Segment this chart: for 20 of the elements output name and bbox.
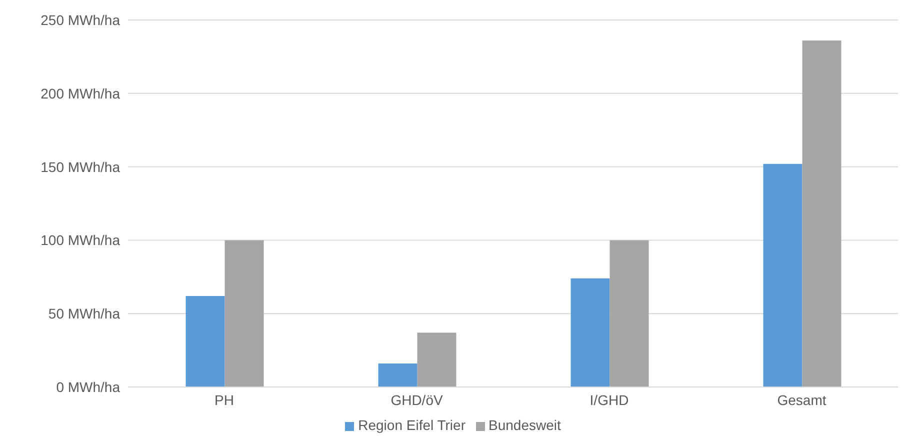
y-tick-label: 0 MWh/ha [56,378,120,395]
bar [610,240,649,387]
y-tick-label: 50 MWh/ha [48,306,120,322]
bar [763,164,802,387]
bar [417,332,456,387]
y-tick-label: 200 MWh/ha [40,85,120,102]
legend-label: Bundesweit [488,417,561,433]
legend-label: Region Eifel Trier [358,417,466,433]
bar [802,40,842,387]
y-tick-label: 100 MWh/ha [40,232,120,248]
x-tick-label: Gesamt [777,392,826,408]
bar [570,278,610,387]
x-tick-label: I/GHD [590,392,629,408]
x-tick-label: PH [214,392,234,408]
bar [224,240,264,387]
bar [378,364,418,387]
y-tick-label: 250 MWh/ha [40,12,120,28]
bar [186,296,225,387]
y-tick-label: 150 MWh/ha [40,158,120,175]
x-tick-label: GHD/öV [390,392,444,408]
